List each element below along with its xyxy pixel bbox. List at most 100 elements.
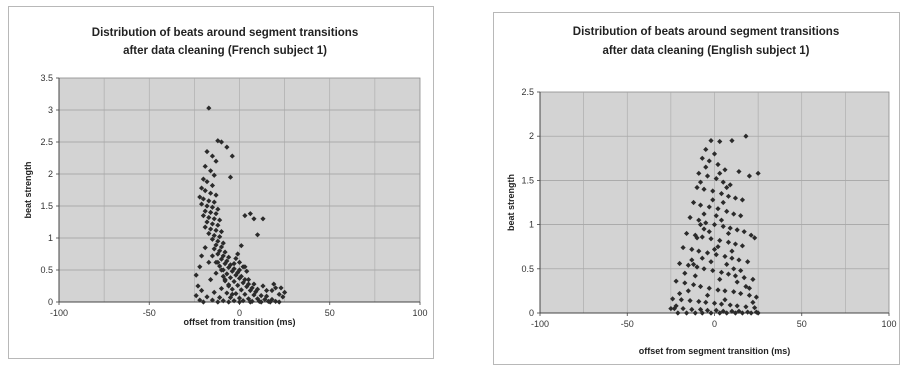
data-point: [736, 168, 742, 175]
data-point: [690, 199, 697, 206]
data-point: [273, 285, 279, 291]
data-point: [218, 229, 225, 235]
data-point: [218, 267, 225, 273]
data-point: [242, 277, 248, 283]
x-tick-label: -100: [531, 319, 549, 329]
data-point: [711, 222, 718, 228]
data-point: [240, 280, 246, 286]
data-point: [273, 298, 279, 304]
data-point: [233, 291, 239, 297]
data-point: [206, 230, 212, 237]
data-point: [220, 298, 226, 304]
data-point: [251, 216, 257, 222]
x-axis-label: offset from transition (ms): [183, 317, 295, 327]
chart-title-line: Distribution of beats around segment tra…: [573, 26, 839, 38]
data-point: [217, 263, 223, 269]
x-tick-label: -50: [621, 319, 634, 329]
data-point: [220, 253, 226, 259]
data-point: [222, 249, 228, 255]
data-point: [204, 294, 210, 300]
data-point: [276, 291, 282, 297]
data-point: [711, 151, 718, 157]
scatter-chart-french: Distribution of beats around segment tra…: [23, 27, 428, 327]
data-point: [218, 256, 225, 262]
data-point: [208, 277, 214, 283]
data-point: [236, 299, 243, 305]
data-point: [209, 204, 216, 210]
data-point: [206, 105, 212, 111]
y-tick-label: 0: [529, 308, 534, 318]
data-point: [206, 259, 212, 265]
data-point: [231, 278, 237, 285]
data-point: [738, 290, 744, 297]
data-point: [229, 268, 235, 274]
data-point: [242, 213, 248, 219]
data-point: [717, 237, 723, 244]
data-point: [734, 227, 740, 233]
data-point: [236, 267, 243, 273]
data-point: [198, 253, 205, 259]
data-point: [213, 192, 219, 198]
data-point: [202, 188, 208, 194]
data-point: [251, 292, 257, 298]
data-point: [236, 259, 243, 265]
y-tick-label: 0.5: [40, 265, 53, 275]
y-tick-label: 1: [48, 233, 53, 243]
data-point: [750, 276, 756, 283]
y-tick-label: 2.5: [40, 137, 53, 147]
data-point: [267, 299, 273, 305]
data-point: [198, 287, 205, 294]
data-point: [215, 222, 221, 228]
y-tick-label: 3.5: [40, 73, 53, 83]
data-point: [718, 301, 725, 307]
data-point: [245, 296, 252, 302]
x-tick-label: -50: [143, 308, 156, 318]
data-point: [209, 236, 216, 242]
data-point: [204, 179, 210, 185]
data-point: [244, 284, 250, 290]
data-point: [734, 279, 740, 285]
data-point: [202, 163, 208, 169]
data-point: [238, 287, 244, 293]
data-point: [198, 201, 205, 207]
data-point: [711, 246, 718, 252]
data-point: [708, 310, 714, 316]
y-tick-label: 0: [48, 297, 53, 307]
data-point: [226, 299, 232, 305]
data-point: [211, 232, 217, 239]
data-point: [236, 275, 243, 281]
data-point: [193, 272, 199, 278]
x-tick-label: -100: [50, 308, 68, 318]
data-point: [238, 273, 244, 279]
x-tick-label: 0: [237, 308, 242, 318]
x-tick-label: 100: [881, 319, 896, 329]
data-point: [235, 282, 241, 288]
data-point: [211, 199, 217, 205]
data-point: [752, 305, 758, 311]
data-point: [202, 208, 208, 214]
data-point: [247, 299, 253, 305]
data-point: [247, 287, 253, 294]
data-point: [738, 213, 744, 219]
data-point: [235, 251, 241, 257]
data-point: [215, 299, 221, 305]
data-point: [245, 277, 252, 283]
data-point: [251, 281, 257, 287]
data-point: [208, 226, 214, 232]
data-point: [229, 286, 235, 292]
data-point: [710, 267, 716, 274]
y-tick-label: 0.5: [521, 264, 534, 274]
data-point: [215, 259, 221, 265]
data-point: [226, 254, 232, 260]
data-point: [213, 211, 219, 217]
data-point: [706, 158, 712, 164]
data-point: [218, 285, 225, 292]
data-point: [244, 268, 250, 274]
data-point: [215, 238, 221, 244]
data-point: [692, 232, 698, 238]
data-point: [209, 153, 216, 159]
data-point: [240, 298, 246, 304]
data-point: [271, 281, 277, 287]
data-point: [224, 144, 230, 150]
data-point: [708, 138, 714, 144]
